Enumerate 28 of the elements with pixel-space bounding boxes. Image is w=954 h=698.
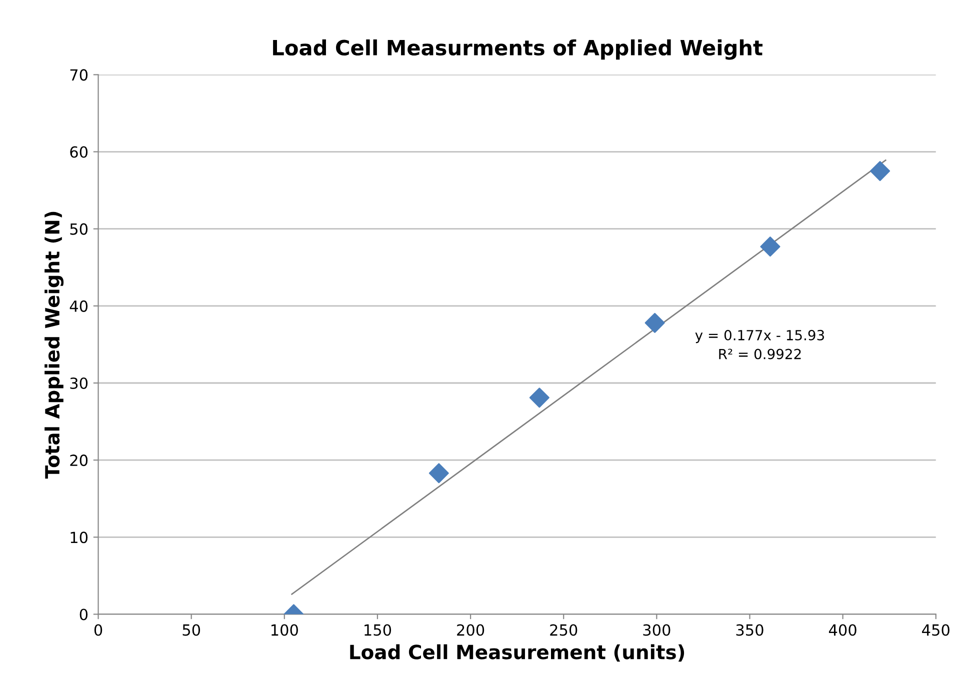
point bbox=[529, 388, 550, 408]
y-tick-label: 20 bbox=[70, 454, 88, 466]
x-tick-label: 250 bbox=[550, 624, 578, 636]
chart-title: Load Cell Measurments of Applied Weight bbox=[273, 39, 763, 60]
x-tick-label: 450 bbox=[922, 624, 950, 636]
x-tick-label: 100 bbox=[271, 624, 298, 636]
x-tick-label: 350 bbox=[736, 624, 764, 636]
y-tick-label: 0 bbox=[80, 608, 88, 620]
point bbox=[870, 161, 890, 182]
y-tick-label: 30 bbox=[70, 377, 88, 390]
y-tick-label: 70 bbox=[70, 69, 88, 81]
x-tick-label: 300 bbox=[643, 624, 670, 636]
y-axis-title: Total Applied Weight (N) bbox=[44, 212, 64, 479]
x-axis-title: Load Cell Measurement (units) bbox=[350, 644, 684, 662]
y-tick-label: 60 bbox=[70, 146, 88, 158]
y-tick-label: 50 bbox=[70, 223, 88, 235]
y-tick-label: 10 bbox=[70, 532, 88, 544]
point bbox=[644, 312, 665, 333]
x-tick-label: 400 bbox=[828, 624, 856, 636]
x-tick-label: 0 bbox=[94, 624, 102, 636]
point bbox=[428, 463, 449, 484]
annotation: y = 0.177x - 15.93 bbox=[695, 330, 824, 344]
x-tick-label: 150 bbox=[364, 624, 392, 636]
point bbox=[760, 236, 780, 257]
x-tick-label: 200 bbox=[457, 624, 484, 636]
x-tick-label: 50 bbox=[182, 624, 200, 636]
y-tick-label: 40 bbox=[70, 300, 88, 312]
annotation: R² = 0.9922 bbox=[719, 348, 801, 360]
